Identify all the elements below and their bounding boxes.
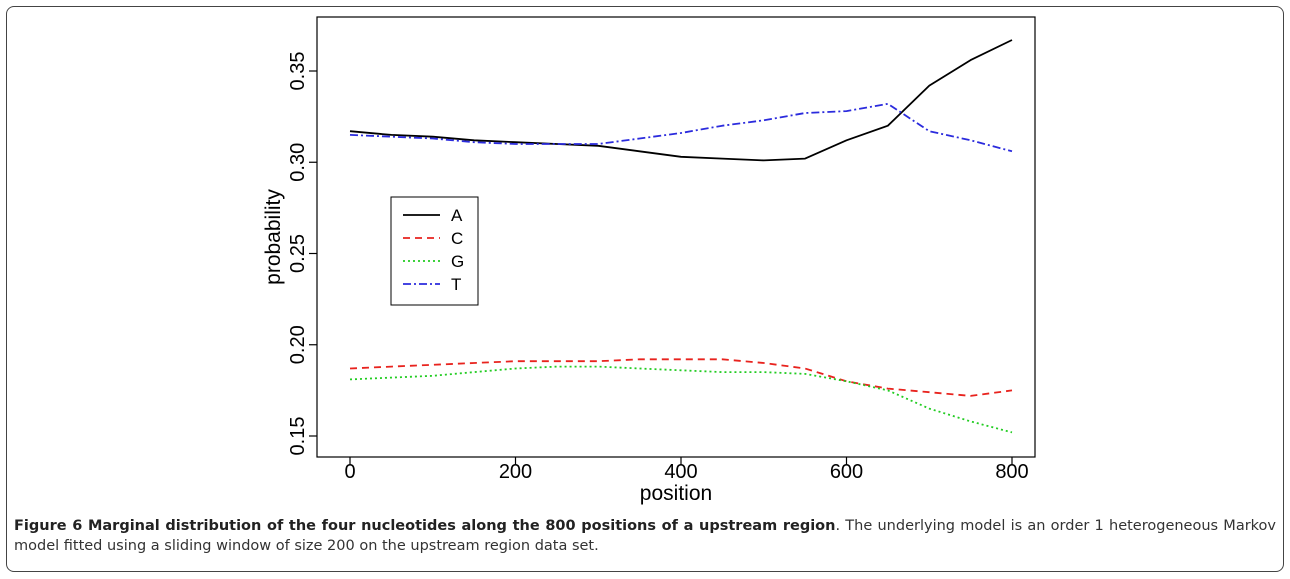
axes: 0 200 400 600 800 0.15 0.20 0.25 0.30 0.35 bbox=[287, 52, 1029, 483]
x-tick-label: 600 bbox=[830, 461, 863, 483]
y-tick-label: 0.20 bbox=[287, 325, 309, 364]
figure-caption: Figure 6 Marginal distribution of the fo… bbox=[14, 516, 1276, 556]
legend-label-C: C bbox=[451, 229, 463, 248]
x-tick-label: 800 bbox=[995, 461, 1028, 483]
x-tick-label: 200 bbox=[499, 461, 532, 483]
y-tick-label: 0.35 bbox=[287, 52, 309, 91]
series-line-G bbox=[349, 365, 1013, 434]
series-lines bbox=[349, 39, 1013, 434]
legend-box bbox=[390, 196, 479, 306]
x-axis-label: position bbox=[640, 482, 712, 505]
plot-box bbox=[316, 16, 1036, 458]
x-tick-label: 400 bbox=[664, 461, 697, 483]
series-line-A bbox=[349, 39, 1013, 162]
line-chart: 0 200 400 600 800 0.15 0.20 0.25 0.30 0.35 positi… bbox=[262, 16, 1036, 505]
x-tick-label: 0 bbox=[344, 461, 355, 483]
series-line-T bbox=[349, 102, 1013, 153]
legend-label-T: T bbox=[451, 275, 461, 294]
y-tick-label: 0.30 bbox=[287, 143, 309, 182]
y-axis-label: probability bbox=[262, 189, 285, 285]
caption-text: . The underlying model is an order 1 het… bbox=[14, 518, 1276, 554]
legend-label-G: G bbox=[451, 252, 464, 271]
y-tick-label: 0.15 bbox=[287, 417, 309, 456]
legend-label-A: A bbox=[451, 206, 463, 225]
series-line-C bbox=[349, 358, 1013, 397]
y-tick-label: 0.25 bbox=[287, 234, 309, 273]
figure-frame bbox=[6, 6, 1284, 572]
caption-label: Figure 6 Marginal distribution of the fo… bbox=[14, 518, 836, 534]
